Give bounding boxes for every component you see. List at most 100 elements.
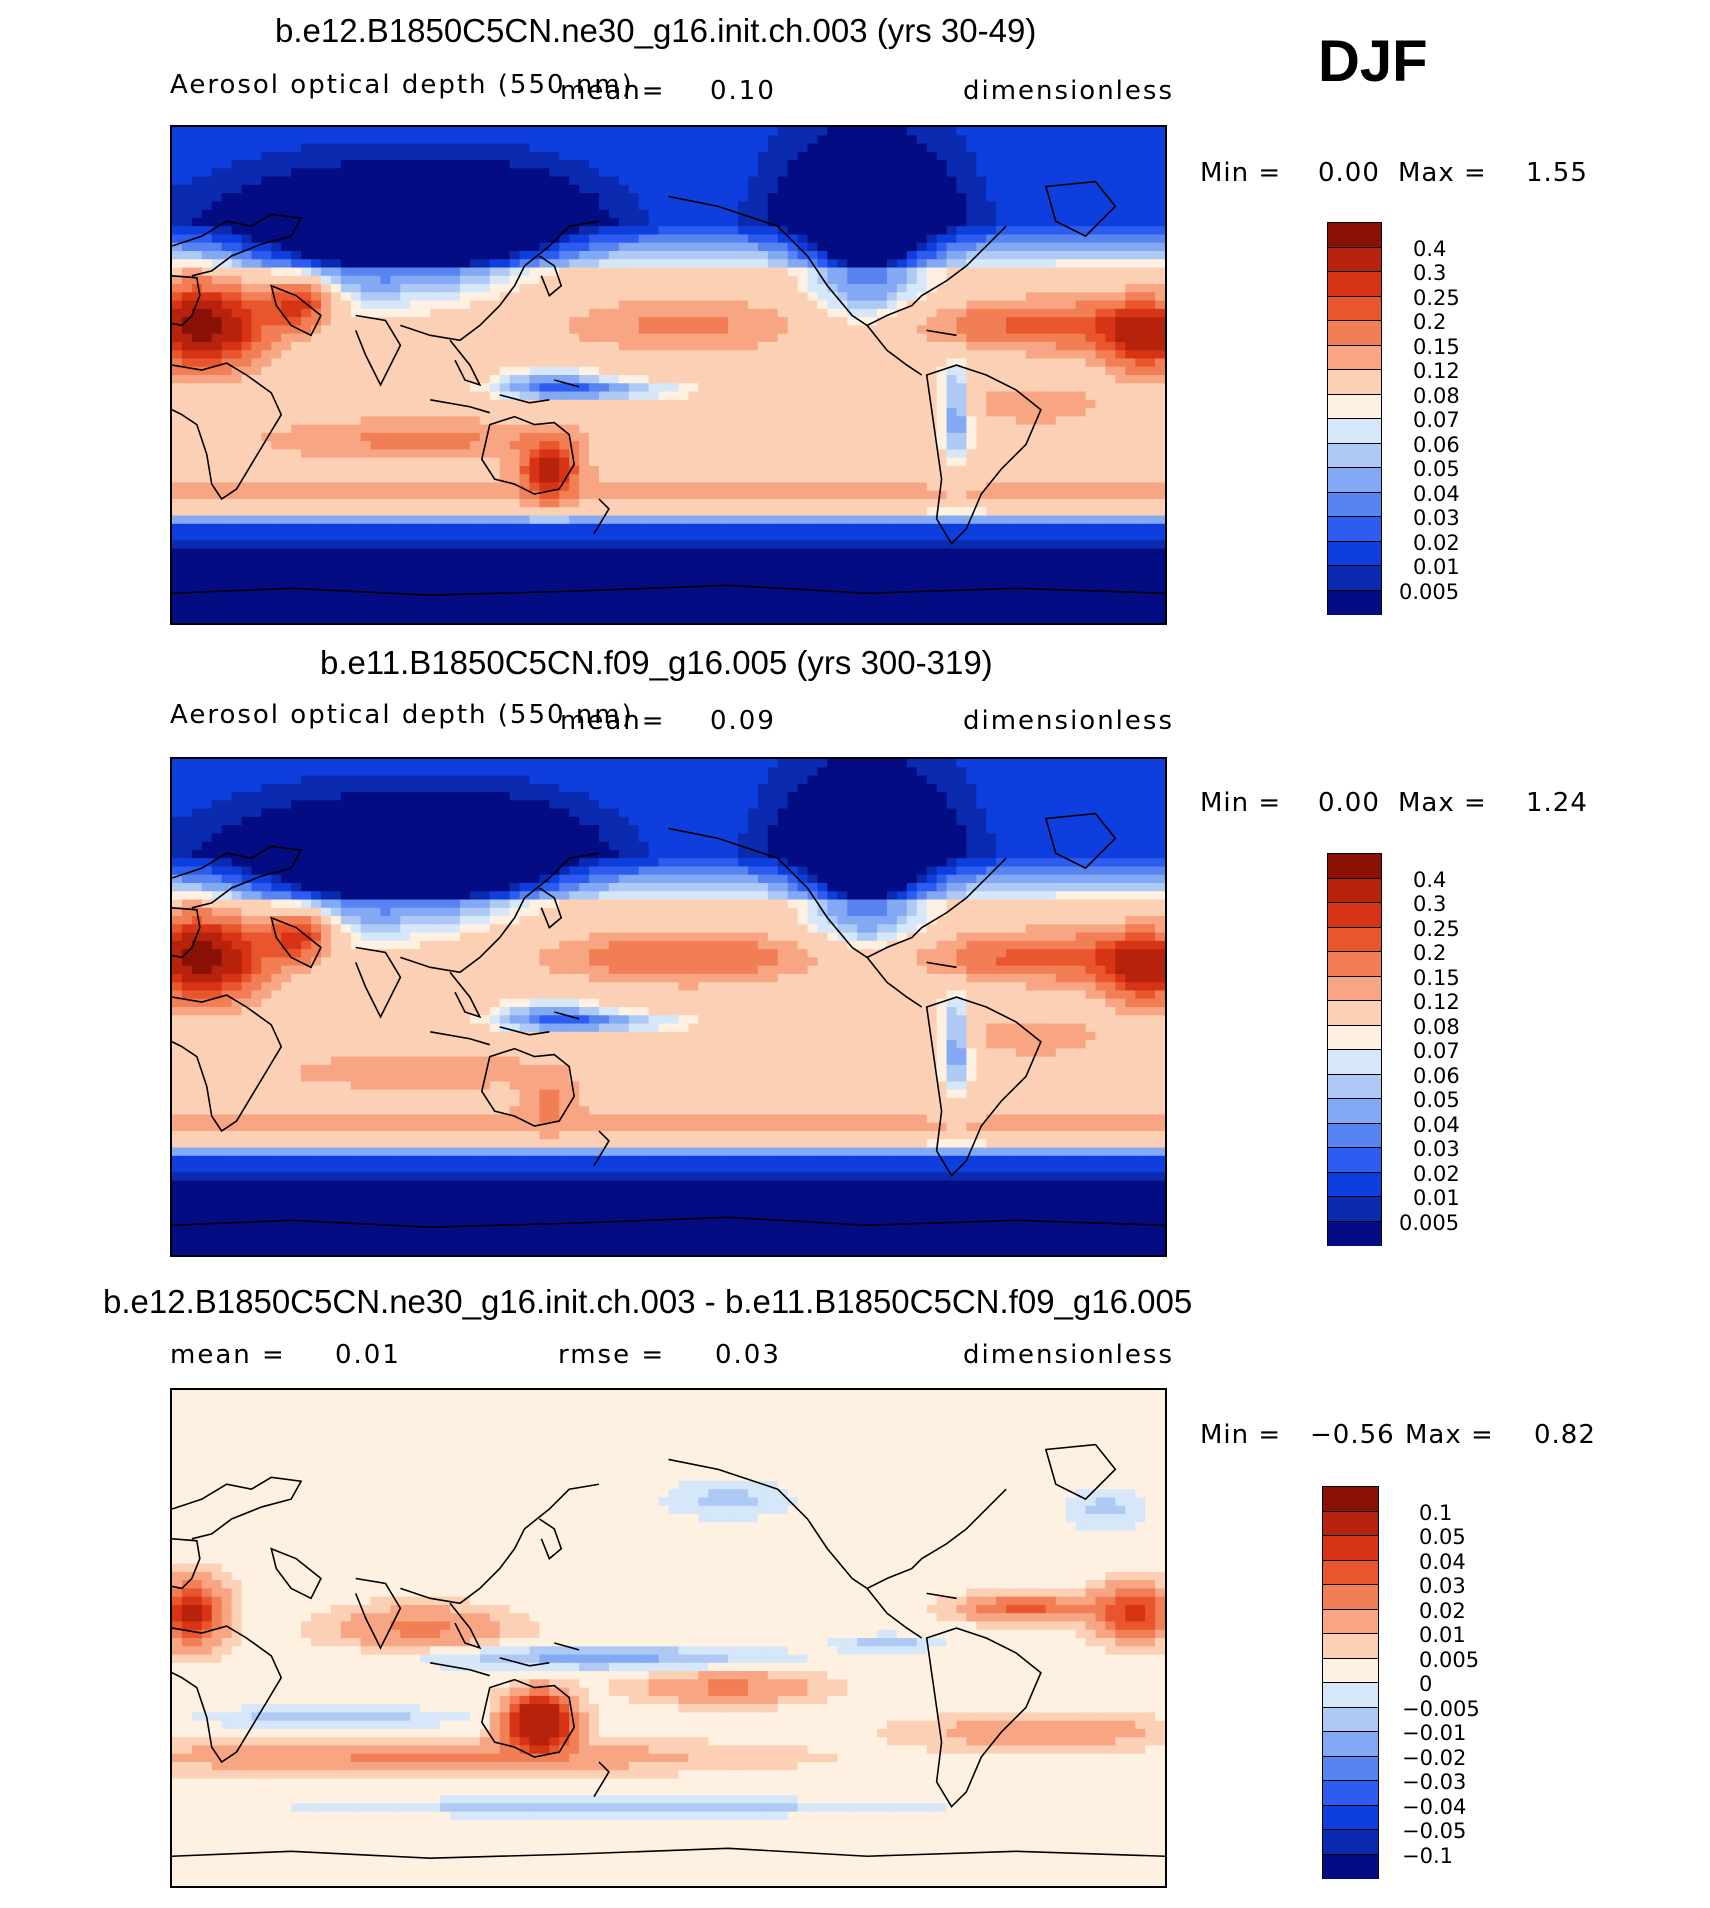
- map-cell: [1155, 416, 1165, 426]
- map-cell: [479, 317, 491, 326]
- map-cell: [191, 135, 203, 145]
- map-cell: [966, 209, 977, 219]
- map-cell: [589, 350, 600, 360]
- map-cell: [1155, 127, 1165, 136]
- map-cell: [1145, 350, 1156, 360]
- map-cell: [896, 341, 908, 351]
- map-cell: [678, 259, 689, 269]
- map-cell: [1105, 465, 1116, 475]
- map-cell: [1105, 507, 1116, 517]
- map-cell: [559, 350, 570, 360]
- map-cell: [410, 532, 421, 541]
- map-cell: [340, 490, 352, 500]
- map-cell: [469, 358, 481, 368]
- map-cell: [529, 465, 541, 475]
- map-cell: [926, 416, 938, 426]
- map-cell: [1125, 242, 1136, 252]
- map-cell: [996, 317, 1007, 326]
- map-cell: [450, 300, 461, 310]
- map-cell: [1055, 242, 1067, 252]
- map-cell: [559, 292, 570, 302]
- map-cell: [1075, 523, 1087, 533]
- map-cell: [589, 482, 600, 492]
- map-cell: [440, 358, 451, 368]
- map-cell: [1085, 341, 1097, 351]
- map-cell: [1095, 457, 1107, 467]
- map-cell: [936, 226, 948, 236]
- map-cell: [390, 457, 401, 467]
- map-cell: [867, 507, 878, 517]
- map-cell: [291, 160, 302, 169]
- map-cell: [916, 341, 928, 351]
- map-cell: [301, 284, 312, 293]
- map-cell: [469, 242, 481, 252]
- map-cell: [618, 482, 630, 492]
- map-cell: [618, 308, 630, 318]
- map-cell: [936, 325, 948, 335]
- map-cell: [1055, 465, 1067, 475]
- map-cell: [320, 515, 332, 525]
- map-cell: [678, 284, 689, 293]
- map-cell: [539, 515, 550, 525]
- map-cell: [926, 300, 938, 310]
- map-cell: [181, 284, 193, 293]
- map-cell: [231, 408, 243, 417]
- map-cell: [608, 251, 620, 260]
- map-cell: [698, 499, 709, 508]
- map-cell: [340, 308, 352, 318]
- map-cell: [628, 424, 640, 434]
- map-cell: [1006, 234, 1017, 244]
- map-cell: [400, 457, 411, 467]
- map-cell: [1065, 482, 1077, 492]
- map-cell: [1105, 193, 1116, 202]
- map-cell: [688, 308, 699, 318]
- map-cell: [440, 325, 451, 335]
- map-cell: [976, 482, 987, 492]
- map-cell: [370, 333, 382, 343]
- map-cell: [539, 482, 550, 492]
- map-cell: [718, 474, 729, 484]
- map-cell: [430, 168, 441, 178]
- map-cell: [589, 234, 600, 244]
- map-cell: [787, 217, 799, 227]
- map-cell: [191, 226, 203, 236]
- map-cell: [658, 135, 670, 145]
- map-cell: [430, 457, 441, 467]
- map-cell: [956, 168, 967, 178]
- map-cell: [241, 176, 253, 186]
- map-cell: [1135, 383, 1146, 393]
- map-cell: [400, 292, 411, 302]
- map-cell: [469, 383, 481, 393]
- map-cell: [301, 292, 312, 302]
- map-cell: [797, 135, 809, 145]
- map-cell: [886, 201, 898, 211]
- map-cell: [1145, 226, 1156, 236]
- map-cell: [648, 482, 660, 492]
- map-cell: [1095, 424, 1107, 434]
- map-cell: [330, 259, 342, 269]
- map-cell: [1115, 193, 1126, 202]
- map-cell: [817, 284, 828, 293]
- map-cell: [450, 383, 461, 393]
- map-cell: [221, 267, 233, 277]
- map-cell: [757, 465, 769, 475]
- map-cell: [797, 284, 809, 293]
- map-cell: [738, 127, 749, 136]
- map-cell: [886, 226, 898, 236]
- map-cell: [926, 284, 938, 293]
- map-cell: [529, 151, 541, 161]
- map-cell: [1055, 532, 1067, 541]
- map-cell: [1035, 457, 1047, 467]
- map-cell: [569, 234, 580, 244]
- map-cell: [400, 432, 411, 442]
- map-cell: [1035, 424, 1047, 434]
- map-cell: [658, 499, 670, 508]
- map-cell: [420, 383, 431, 393]
- map-cell: [589, 515, 600, 525]
- map-cell: [569, 366, 580, 376]
- map-cell: [350, 300, 362, 310]
- map-cell: [1006, 127, 1017, 136]
- map-cell: [877, 383, 888, 393]
- map-cell: [201, 441, 213, 450]
- map-cell: [1025, 217, 1037, 227]
